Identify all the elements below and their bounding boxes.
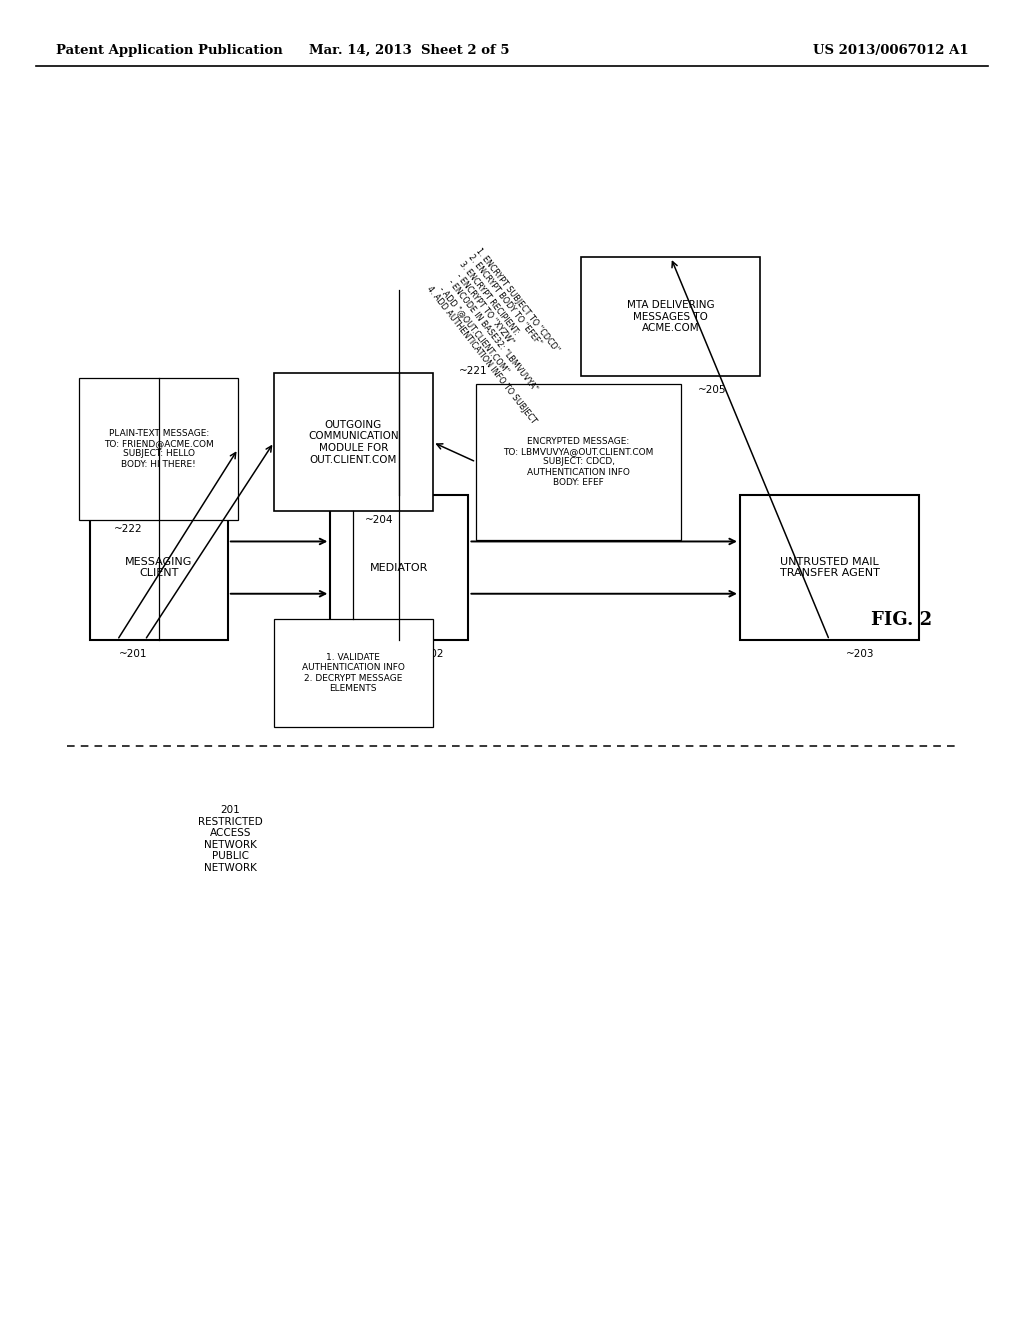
Text: PUBLIC
NETWORK: PUBLIC NETWORK — [204, 851, 257, 873]
Bar — [90, 495, 227, 640]
Text: US 2013/0067012 A1: US 2013/0067012 A1 — [813, 44, 969, 57]
Bar — [80, 378, 238, 520]
Bar — [739, 495, 920, 640]
Text: 1. VALIDATE
AUTHENTICATION INFO
2. DECRYPT MESSAGE
ELEMENTS: 1. VALIDATE AUTHENTICATION INFO 2. DECRY… — [302, 653, 404, 693]
Text: ~221: ~221 — [459, 366, 487, 376]
Text: Patent Application Publication: Patent Application Publication — [56, 44, 283, 57]
Text: FIG. 2: FIG. 2 — [870, 611, 932, 630]
Text: MESSAGING
CLIENT: MESSAGING CLIENT — [125, 557, 193, 578]
Bar — [330, 495, 469, 640]
Text: OUTGOING
COMMUNICATION
MODULE FOR
OUT.CLIENT.COM: OUTGOING COMMUNICATION MODULE FOR OUT.CL… — [308, 420, 398, 465]
Text: UNTRUSTED MAIL
TRANSFER AGENT: UNTRUSTED MAIL TRANSFER AGENT — [779, 557, 880, 578]
Text: ~201: ~201 — [119, 649, 147, 660]
Text: Mar. 14, 2013  Sheet 2 of 5: Mar. 14, 2013 Sheet 2 of 5 — [309, 44, 510, 57]
Text: 201
RESTRICTED
ACCESS
NETWORK: 201 RESTRICTED ACCESS NETWORK — [198, 805, 263, 850]
Bar — [273, 372, 432, 511]
Text: 1. ENCRYPT SUBJECT TO "CDCD"
2. ENCRYPT BODY TO "EFEF"
3. ENCRYPT RECIPIENT:
   : 1. ENCRYPT SUBJECT TO "CDCD" 2. ENCRYPT … — [425, 247, 587, 426]
Bar — [582, 257, 760, 376]
Text: PLAIN-TEXT MESSAGE:
TO: FRIEND@ACME.COM
SUBJECT: HELLO
BODY: HI THERE!: PLAIN-TEXT MESSAGE: TO: FRIEND@ACME.COM … — [103, 429, 214, 469]
Text: MTA DELIVERING
MESSAGES TO
ACME.COM: MTA DELIVERING MESSAGES TO ACME.COM — [627, 300, 715, 334]
Text: ~204: ~204 — [365, 515, 393, 525]
Bar — [476, 384, 681, 540]
Text: ENCRYPTED MESSAGE:
TO: LBMVUVYA@OUT.CLIENT.COM
SUBJECT: CDCD,
AUTHENTICATION INF: ENCRYPTED MESSAGE: TO: LBMVUVYA@OUT.CLIE… — [504, 437, 653, 487]
Text: MEDIATOR: MEDIATOR — [370, 562, 429, 573]
Bar — [273, 619, 432, 727]
Text: ~222: ~222 — [114, 524, 142, 535]
Text: ~202: ~202 — [416, 649, 444, 660]
Text: ~205: ~205 — [697, 385, 726, 396]
Text: ~203: ~203 — [846, 649, 874, 660]
